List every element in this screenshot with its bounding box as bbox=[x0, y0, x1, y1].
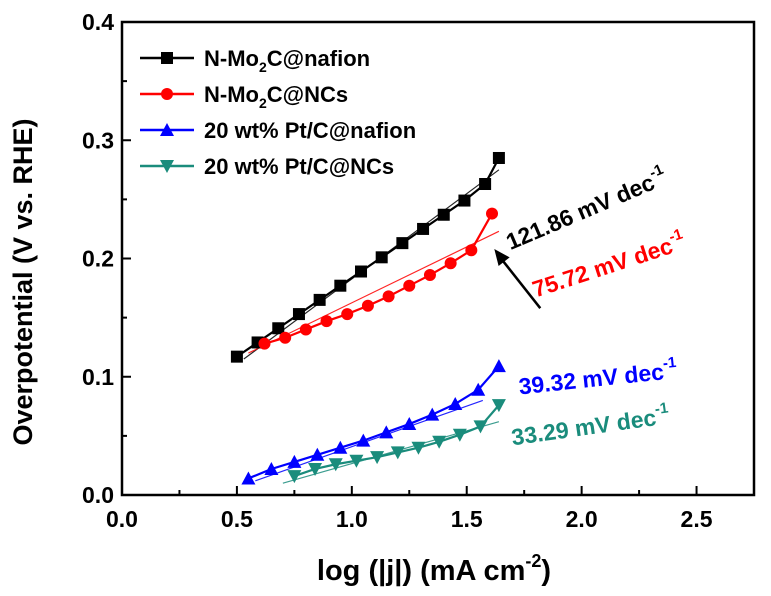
data-point bbox=[444, 257, 457, 270]
data-point bbox=[486, 207, 499, 220]
data-point bbox=[258, 337, 271, 350]
data-point bbox=[382, 290, 395, 303]
data-point bbox=[328, 458, 343, 472]
data-point bbox=[437, 208, 450, 221]
series-3 bbox=[241, 359, 506, 485]
series-line bbox=[264, 213, 493, 345]
data-point bbox=[251, 336, 264, 349]
legend-item-1: N-Mo2C@nafion bbox=[140, 46, 370, 75]
data-point bbox=[432, 435, 447, 449]
series-2 bbox=[258, 207, 499, 350]
y-tick-label: 0.3 bbox=[82, 127, 114, 153]
data-point bbox=[279, 331, 292, 344]
data-point bbox=[313, 293, 326, 306]
data-point bbox=[264, 461, 279, 475]
data-point bbox=[292, 308, 305, 321]
data-point bbox=[310, 447, 325, 461]
data-point bbox=[471, 382, 486, 396]
x-tick-label: 2.0 bbox=[566, 506, 598, 532]
legend-marker bbox=[160, 160, 174, 173]
data-point bbox=[479, 178, 492, 191]
x-tick-label: 0.5 bbox=[221, 506, 253, 532]
data-point bbox=[361, 299, 374, 312]
legend-label: 20 wt% Pt/C@nafion bbox=[204, 118, 416, 143]
data-point bbox=[349, 454, 364, 468]
trend-arrow-shaft bbox=[497, 254, 542, 309]
legend: N-Mo2C@nafion N-Mo2C@NCs 20 wt% Pt/C@nafio… bbox=[140, 46, 416, 179]
legend-label: 20 wt% Pt/C@NCs bbox=[204, 154, 394, 179]
legend-marker bbox=[161, 52, 173, 64]
annotations: 121.86 mV dec-175.72 mV dec-139.32 mV de… bbox=[494, 161, 685, 450]
fit-line-series-2 bbox=[248, 230, 500, 354]
legend-marker bbox=[160, 123, 174, 136]
y-tick-label: 0.4 bbox=[82, 9, 114, 35]
x-axis-label-end: ) bbox=[541, 555, 551, 587]
data-point bbox=[375, 251, 388, 264]
legend-item-3: 20 wt% Pt/C@nafion bbox=[140, 118, 416, 143]
x-axis-label: log (|j|) (mA cm-2) bbox=[317, 551, 551, 587]
data-point bbox=[356, 433, 371, 447]
legend-marker bbox=[161, 88, 173, 100]
y-tick-label: 0.2 bbox=[82, 246, 114, 272]
x-tick-label: 1.0 bbox=[336, 506, 368, 532]
data-point bbox=[417, 222, 430, 235]
axis-ticks: 0.0 0.5 1.0 1.5 2.0 2.5 0.0 0.1 0.2 0.3 0.4 bbox=[82, 9, 755, 532]
data-point bbox=[473, 420, 488, 434]
data-point bbox=[287, 454, 302, 468]
data-point bbox=[341, 308, 354, 321]
data-point bbox=[379, 425, 394, 439]
legend-label: N-Mo2C@NCs bbox=[204, 82, 348, 111]
fit-line-series-3 bbox=[255, 399, 484, 482]
data-point bbox=[452, 428, 467, 442]
series-1 bbox=[230, 151, 505, 363]
series-line bbox=[294, 404, 500, 478]
data-point bbox=[425, 407, 440, 421]
data-point bbox=[492, 151, 505, 164]
y-axis-label: Overpotential (V vs. RHE) bbox=[8, 118, 38, 445]
x-axis-label-main: log (|j|) (mA cm bbox=[317, 555, 525, 587]
data-point bbox=[423, 269, 436, 282]
y-tick-label: 0.0 bbox=[82, 482, 114, 508]
data-point bbox=[308, 462, 323, 476]
data-point bbox=[370, 451, 385, 465]
x-axis-label-sup: -2 bbox=[525, 551, 541, 571]
data-point bbox=[241, 471, 256, 485]
data-point bbox=[287, 470, 302, 484]
x-tick-label: 2.5 bbox=[681, 506, 713, 532]
data-point bbox=[320, 315, 333, 328]
data-point bbox=[491, 399, 506, 413]
data-point bbox=[299, 323, 312, 336]
data-point bbox=[390, 446, 405, 460]
x-tick-label: 1.5 bbox=[451, 506, 483, 532]
y-tick-label: 0.1 bbox=[82, 364, 114, 390]
data-point bbox=[334, 279, 347, 292]
data-point bbox=[355, 265, 368, 278]
data-point bbox=[333, 440, 348, 454]
data-point bbox=[491, 359, 506, 373]
data-point bbox=[402, 417, 417, 431]
tafel-slope-pt-c-ncs: 33.29 mV dec-1 bbox=[509, 399, 671, 450]
data-point bbox=[465, 244, 478, 257]
data-point bbox=[411, 441, 426, 455]
legend-label: N-Mo2C@nafion bbox=[204, 46, 370, 75]
data-point bbox=[458, 194, 471, 207]
data-point bbox=[403, 279, 416, 292]
tafel-slope-pt-c-nafion: 39.32 mV dec-1 bbox=[517, 354, 678, 399]
series-4 bbox=[287, 399, 506, 484]
legend-item-2: N-Mo2C@NCs bbox=[140, 82, 348, 111]
data-point bbox=[396, 237, 409, 250]
trend-arrow-head bbox=[494, 249, 510, 266]
data-point bbox=[272, 322, 285, 335]
data-point bbox=[448, 396, 463, 410]
x-tick-label: 0.0 bbox=[106, 506, 138, 532]
data-point bbox=[230, 350, 243, 363]
data-series bbox=[230, 151, 506, 485]
legend-item-4: 20 wt% Pt/C@NCs bbox=[140, 154, 394, 179]
series-line bbox=[247, 365, 500, 480]
